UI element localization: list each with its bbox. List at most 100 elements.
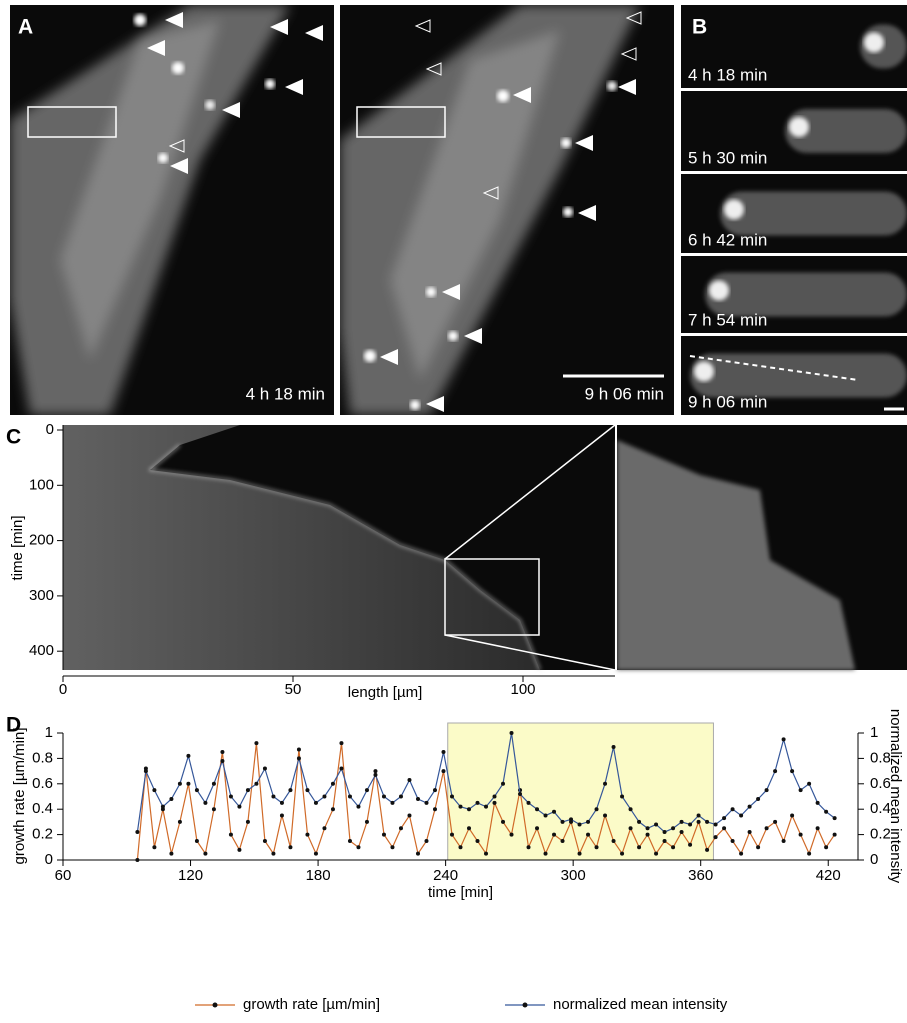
y2-tick-label: 0.8 xyxy=(870,749,891,766)
data-point xyxy=(347,838,352,843)
data-point xyxy=(603,781,608,786)
data-point xyxy=(135,830,140,835)
data-point xyxy=(688,822,693,827)
y-axis-label: time [min] xyxy=(9,515,26,580)
data-point xyxy=(560,838,565,843)
data-point xyxy=(381,794,386,799)
data-point xyxy=(475,800,480,805)
panel-b: 4 h 18 min 5 h 30 min 6 h 42 min 7 h 54 min… xyxy=(681,5,907,415)
data-point xyxy=(135,858,140,862)
data-point xyxy=(322,794,327,799)
data-point xyxy=(390,845,395,850)
data-point xyxy=(373,772,378,777)
panel-label: B xyxy=(692,16,707,39)
x-tick-label: 60 xyxy=(55,867,72,884)
data-point xyxy=(152,788,157,793)
y-tick-label: 0.2 xyxy=(32,826,53,843)
panel-label: D xyxy=(6,714,21,737)
data-point xyxy=(535,826,540,831)
highlight-region xyxy=(447,722,714,861)
data-point xyxy=(696,813,701,818)
data-point xyxy=(713,822,718,827)
data-point xyxy=(832,832,837,837)
data-point xyxy=(807,851,812,856)
data-point xyxy=(509,731,514,735)
data-point xyxy=(449,794,454,799)
data-point xyxy=(586,819,591,824)
data-point xyxy=(484,851,489,856)
data-point xyxy=(569,817,574,822)
y2-tick-label: 0 xyxy=(870,851,878,868)
data-point xyxy=(832,816,837,821)
data-point xyxy=(177,819,182,824)
timestamp: 4 h 18 min xyxy=(688,65,767,84)
data-point xyxy=(458,804,463,809)
data-point xyxy=(713,835,718,840)
data-point xyxy=(611,838,616,843)
data-point xyxy=(390,800,395,805)
data-point xyxy=(798,832,803,837)
data-point xyxy=(764,788,769,793)
data-point xyxy=(781,838,786,843)
data-point xyxy=(747,830,752,835)
legend-label: growth rate [µm/min] xyxy=(243,996,380,1013)
data-point xyxy=(620,851,625,856)
data-point xyxy=(313,851,318,856)
data-point xyxy=(824,845,829,850)
data-point xyxy=(705,847,710,852)
data-point xyxy=(535,807,540,812)
data-point xyxy=(815,800,820,805)
data-point xyxy=(509,832,514,837)
y2-tick-label: 0.4 xyxy=(870,800,891,817)
y-axis-label: growth rate [µm/min] xyxy=(11,727,28,864)
data-point xyxy=(203,800,208,805)
data-point xyxy=(424,838,429,843)
data-point xyxy=(594,845,599,850)
root-hair xyxy=(690,353,907,398)
data-point xyxy=(415,851,420,856)
data-point xyxy=(288,845,293,850)
data-point xyxy=(245,788,250,793)
data-point xyxy=(526,800,531,805)
data-point xyxy=(364,788,369,793)
data-point xyxy=(518,791,523,796)
data-point xyxy=(364,819,369,824)
panel-a: A 4 h 18 min 9 h 06 min xyxy=(10,5,674,415)
y2-tick-label: 0.6 xyxy=(870,775,891,792)
y2-tick-label: 1 xyxy=(870,724,878,741)
data-point xyxy=(526,845,531,850)
data-point xyxy=(679,819,684,824)
x-tick-label: 120 xyxy=(178,867,203,884)
data-point xyxy=(441,769,446,774)
data-point xyxy=(722,816,727,821)
legend-dot xyxy=(212,1002,218,1008)
y-tick-label: 100 xyxy=(29,476,54,493)
data-point xyxy=(254,741,259,746)
data-point xyxy=(143,769,148,774)
data-point xyxy=(552,832,557,837)
panel-label: A xyxy=(18,16,33,39)
data-point xyxy=(407,813,412,818)
x-tick-label: 50 xyxy=(285,681,302,698)
legend-dot xyxy=(522,1002,528,1008)
data-point xyxy=(228,794,233,799)
data-point xyxy=(543,813,548,818)
x-tick-label: 180 xyxy=(306,867,331,884)
data-point xyxy=(662,830,667,835)
data-point xyxy=(313,800,318,805)
hair-tip xyxy=(709,280,729,301)
data-point xyxy=(305,788,310,793)
hair-tip xyxy=(694,361,714,382)
data-point xyxy=(458,845,463,850)
data-point xyxy=(322,826,327,831)
data-point xyxy=(186,753,191,758)
data-point xyxy=(654,822,659,827)
data-point xyxy=(356,845,361,850)
y2-axis-label: normalized mean intensity xyxy=(887,709,904,884)
data-point xyxy=(432,807,437,812)
data-point xyxy=(339,766,344,771)
data-point xyxy=(194,838,199,843)
data-point xyxy=(577,822,582,827)
data-point xyxy=(237,804,242,809)
legend-label: normalized mean intensity xyxy=(553,996,728,1013)
